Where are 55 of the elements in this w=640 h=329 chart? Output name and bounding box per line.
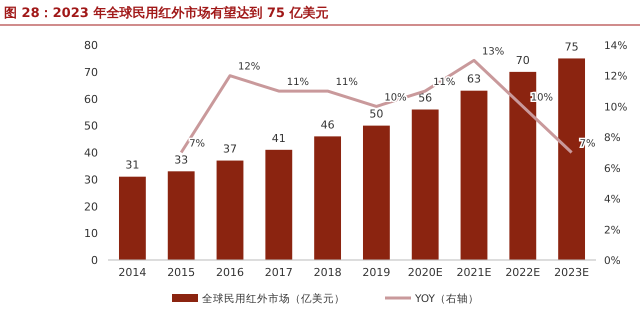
- data-label: 37: [223, 142, 237, 156]
- data-label: 12%: [238, 62, 260, 73]
- data-label: 41: [272, 132, 286, 145]
- y2-tick-label: 4%: [604, 194, 621, 206]
- data-label: 10%: [384, 92, 407, 104]
- x-tick-label: 2021E: [456, 266, 492, 279]
- y-tick-label: 40: [84, 146, 98, 160]
- y2-tick-label: 12%: [604, 70, 628, 83]
- y-tick-label: 0: [91, 254, 98, 267]
- data-label: 11%: [336, 77, 358, 88]
- data-label: 46: [320, 118, 335, 132]
- y-tick-label: 80: [84, 39, 98, 52]
- x-tick-label: 2023E: [554, 266, 590, 279]
- x-tick-label: 2014: [118, 266, 146, 279]
- chart-title: 图 28：2023 年全球民用红外市场有望达到 75 亿美元: [4, 5, 328, 21]
- y-tick-label: 20: [84, 200, 98, 214]
- bar: [412, 110, 439, 260]
- x-tick-label: 2022E: [505, 266, 540, 279]
- y-tick-label: 30: [84, 173, 98, 186]
- y2-tick-label: 8%: [604, 132, 621, 144]
- y2-tick-label: 10%: [604, 101, 628, 114]
- x-tick-label: 2019: [362, 266, 390, 279]
- data-label: 70: [516, 54, 530, 67]
- data-label: 56: [418, 92, 432, 104]
- bar: [216, 160, 244, 260]
- y2-tick-label: 6%: [604, 162, 621, 175]
- data-label: 63: [467, 72, 481, 86]
- y-tick-label: 60: [84, 92, 98, 106]
- data-label: 11%: [433, 77, 456, 88]
- x-tick-label: 2016: [216, 266, 244, 279]
- legend-label: YOY（右轴）: [414, 292, 479, 305]
- bar: [168, 171, 195, 260]
- legend-label: 全球民用红外市场（亿美元）: [202, 292, 345, 305]
- data-label: 11%: [286, 77, 310, 88]
- y2-tick-label: 14%: [604, 40, 628, 52]
- y2-tick-label: 2%: [604, 224, 621, 236]
- bar: [460, 90, 488, 260]
- data-label: 7%: [189, 138, 206, 150]
- data-label: 31: [125, 158, 140, 172]
- x-tick-label: 2018: [314, 266, 342, 279]
- x-tick-label: 2015: [167, 266, 196, 279]
- bar: [314, 136, 342, 260]
- y2-tick-label: 0%: [604, 255, 621, 267]
- x-tick-label: 2017: [264, 266, 293, 279]
- y-tick-label: 70: [84, 66, 98, 79]
- x-tick-label: 2020E: [408, 266, 443, 279]
- bar: [265, 150, 292, 260]
- bar: [362, 126, 390, 260]
- data-label: 75: [564, 40, 579, 54]
- data-label: 33: [174, 153, 188, 166]
- data-label: 50: [369, 108, 384, 121]
- bar: [118, 176, 146, 260]
- data-label: 13%: [482, 46, 504, 58]
- y-tick-label: 50: [84, 120, 98, 133]
- y-tick-label: 10: [84, 227, 98, 240]
